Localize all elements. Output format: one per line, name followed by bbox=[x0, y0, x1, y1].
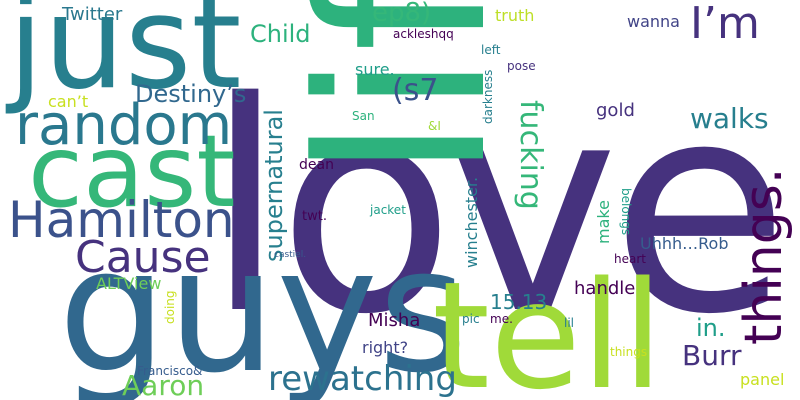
word-jacket: jacket bbox=[370, 203, 406, 217]
word-tell: tell bbox=[432, 250, 664, 400]
word-just: just bbox=[8, 0, 242, 118]
word-handle: handle bbox=[574, 278, 636, 299]
word-im: I’m bbox=[690, 0, 760, 49]
word-doing: doing bbox=[163, 290, 177, 324]
word-things-small: things bbox=[610, 345, 648, 359]
word-darkness: darkness bbox=[481, 69, 495, 124]
word-twt: twt. bbox=[302, 209, 327, 224]
word-amp-i: &I bbox=[428, 119, 441, 133]
word-random: random bbox=[15, 93, 233, 158]
word-castiel: castiel. bbox=[274, 250, 307, 260]
word-ackleshqq: ackleshqq bbox=[393, 27, 454, 41]
word-cause: Cause bbox=[75, 232, 211, 283]
word-walks: walks bbox=[690, 102, 769, 135]
word-belongs: belongs bbox=[619, 188, 633, 236]
word-hamilton: Hamilton bbox=[8, 191, 235, 249]
word-heart: heart bbox=[614, 252, 646, 266]
word-lil: lil bbox=[564, 316, 575, 330]
word-altview: ALTView bbox=[96, 274, 162, 293]
word-cast: cast bbox=[28, 113, 236, 230]
word-right: right? bbox=[362, 338, 409, 357]
word-dean: dean bbox=[299, 157, 334, 173]
word-rewatching: rewatching bbox=[268, 359, 457, 399]
word-destinys: Destiny’s bbox=[135, 80, 247, 108]
word-francisco: Francisco& bbox=[137, 364, 203, 378]
word-fucking: fucking bbox=[513, 100, 548, 210]
word-left: left bbox=[481, 43, 501, 57]
word-child: Child bbox=[250, 20, 311, 48]
word-winchester: winchester. bbox=[462, 176, 481, 268]
word-wanna: wanna bbox=[627, 12, 680, 31]
word-san: San bbox=[352, 109, 375, 123]
word-sure: sure. bbox=[355, 60, 395, 79]
word-twitter: Twitter bbox=[62, 4, 123, 25]
word-guys: guys bbox=[58, 210, 468, 400]
word-s7: (s7 bbox=[392, 73, 439, 108]
word-misha: Misha bbox=[368, 310, 421, 331]
word-love: love bbox=[205, 41, 789, 378]
word-burr: Burr bbox=[682, 339, 742, 372]
word-panel: panel bbox=[740, 370, 785, 389]
word-ep8: ep8) bbox=[372, 0, 432, 28]
word-cant: can’t bbox=[48, 92, 89, 111]
word-truth: truth bbox=[495, 6, 535, 25]
word-gold: gold bbox=[596, 100, 635, 121]
word-1513: 15.13 bbox=[490, 290, 548, 314]
word-in: in. bbox=[696, 314, 726, 342]
word-make: make bbox=[594, 200, 613, 244]
word-supernatural: supernatural bbox=[260, 109, 288, 262]
word-pic: pic bbox=[462, 312, 480, 326]
word-uhhh-rob: Uhhh…Rob bbox=[640, 234, 729, 253]
word-aaron: Aaron bbox=[122, 369, 205, 400]
word-pose: pose bbox=[507, 59, 536, 73]
word-me: me. bbox=[490, 312, 513, 326]
word-things-big: things. bbox=[734, 167, 794, 345]
